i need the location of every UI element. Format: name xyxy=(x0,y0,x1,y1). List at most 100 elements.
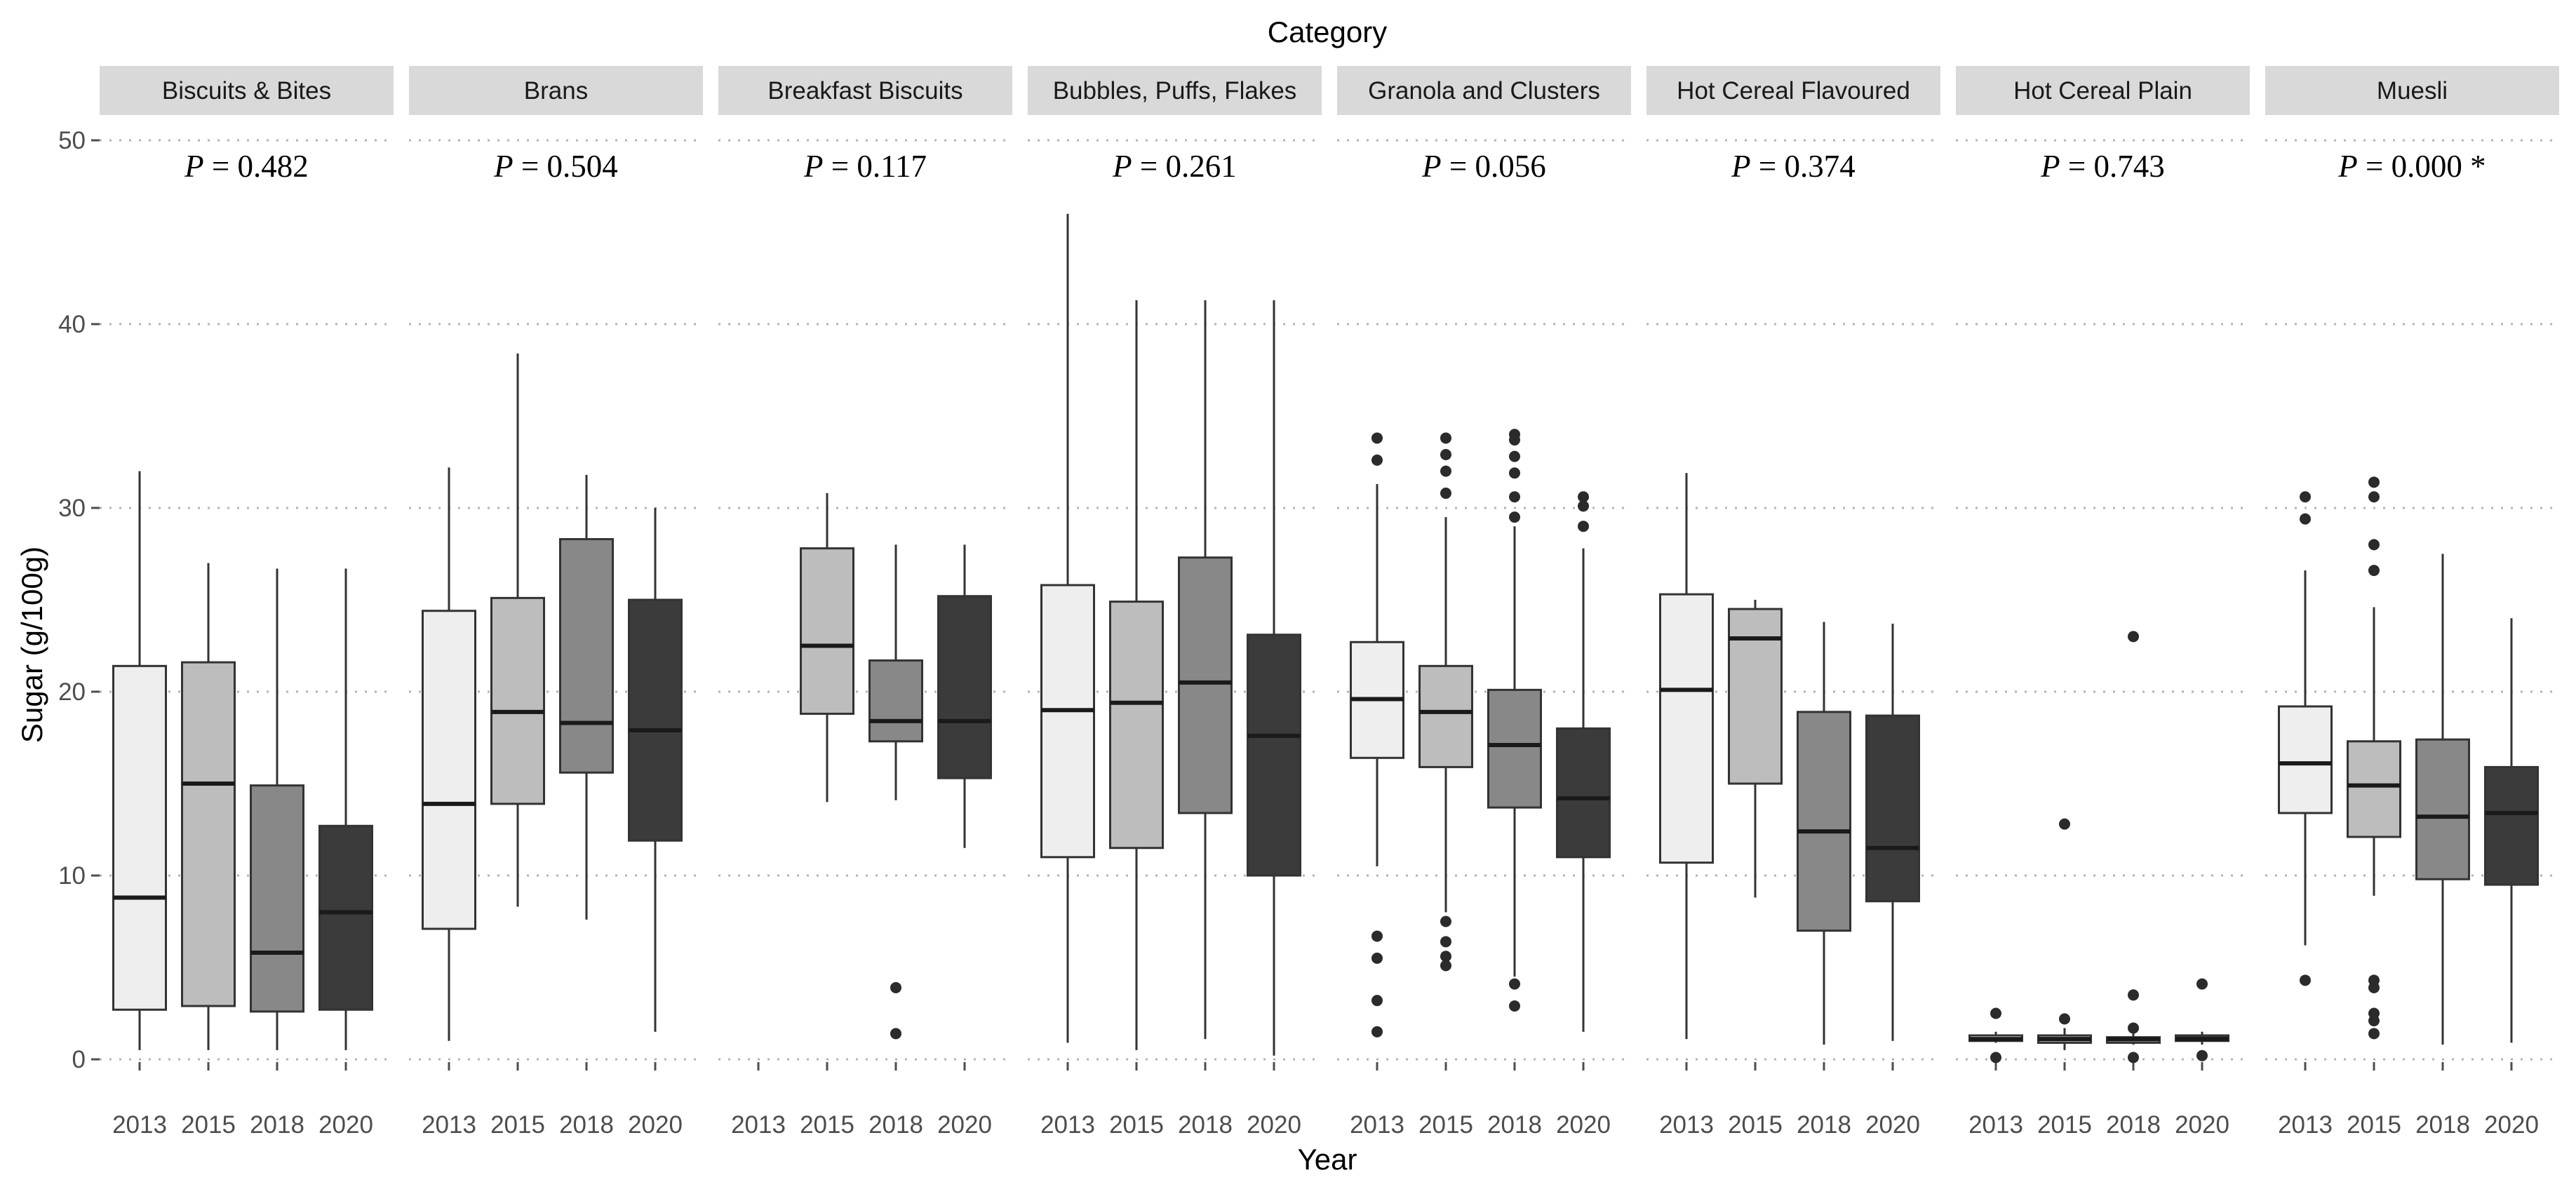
outlier-point xyxy=(1509,511,1520,523)
outlier-point xyxy=(1371,454,1383,466)
x-tick-label: 2020 xyxy=(2175,1111,2229,1139)
p-value-label: P = 0.261 xyxy=(1112,149,1237,184)
x-tick-label: 2015 xyxy=(2037,1111,2092,1139)
outlier-point xyxy=(1440,936,1451,948)
x-tick-label: 2013 xyxy=(1040,1111,1095,1139)
outlier-point xyxy=(2128,1052,2139,1064)
outlier-point xyxy=(2300,513,2311,525)
box-iqr xyxy=(2278,705,2333,814)
box-2018 xyxy=(868,544,923,1040)
x-tick-label: 2013 xyxy=(731,1111,786,1139)
x-tick-label: 2015 xyxy=(1418,1111,1473,1139)
y-axis-title: Sugar (g/100g) xyxy=(15,546,48,743)
box-2013 xyxy=(1350,432,1404,1038)
x-tick-label: 2013 xyxy=(2278,1111,2333,1139)
box-iqr xyxy=(1487,688,1542,809)
outlier-point xyxy=(1440,916,1451,927)
box-2020 xyxy=(628,508,683,1032)
outlier-point xyxy=(890,1028,901,1040)
x-tick-label: 2015 xyxy=(2347,1111,2401,1139)
facet-strip-label: Hot Cereal Plain xyxy=(2013,77,2192,105)
p-value-symbol: P xyxy=(2337,149,2358,184)
outlier-point xyxy=(1509,467,1520,479)
box-2018 xyxy=(1178,300,1233,1040)
box-2013 xyxy=(1968,1007,2023,1064)
box-2018 xyxy=(2106,631,2161,1064)
x-tick-label: 2013 xyxy=(1350,1111,1404,1139)
facet-panel: Biscuits & Bites P = 0.482 2013 2015 2018 202… xyxy=(100,66,394,1139)
box-iqr xyxy=(868,659,923,743)
outlier-point xyxy=(1990,1007,2001,1019)
box-iqr xyxy=(1109,601,1164,850)
x-tick-label: 2018 xyxy=(250,1111,304,1139)
p-value-symbol: P xyxy=(2040,149,2060,184)
p-value-number: = 0.482 xyxy=(204,149,309,184)
x-tick-label: 2015 xyxy=(800,1111,854,1139)
box-iqr xyxy=(2484,765,2539,886)
outlier-point xyxy=(1578,500,1589,512)
box-2020 xyxy=(318,568,373,1050)
p-value-symbol: P xyxy=(1421,149,1442,184)
outlier-point xyxy=(2128,1022,2139,1034)
box-iqr xyxy=(181,661,236,1007)
outlier-point xyxy=(1440,951,1451,963)
outlier-point xyxy=(1371,952,1383,964)
box-iqr xyxy=(1797,711,1851,932)
outlier-point xyxy=(2368,491,2380,503)
facet-panels: Biscuits & Bites P = 0.482 2013 2015 2018 202… xyxy=(100,66,2559,1139)
p-value-number: = 0.056 xyxy=(1442,149,1546,184)
facet-panel: Hot Cereal Flavoured P = 0.374 2013 2015 201… xyxy=(1646,66,1940,1139)
box-2013 xyxy=(112,471,167,1050)
box-2020 xyxy=(2484,618,2539,1043)
outlier-point xyxy=(2059,1013,2070,1025)
p-value-symbol: P xyxy=(493,149,514,184)
x-tick-label: 2013 xyxy=(422,1111,476,1139)
box-2020 xyxy=(2175,978,2229,1061)
box-2015 xyxy=(2037,818,2092,1050)
p-value-label: P = 0.374 xyxy=(1731,149,1856,184)
y-tick-label: 20 xyxy=(58,678,86,706)
facet-strip-label: Biscuits & Bites xyxy=(162,77,331,105)
box-2015 xyxy=(490,353,545,907)
box-iqr xyxy=(490,596,545,805)
outlier-point xyxy=(1509,434,1520,446)
facet-panel: Bubbles, Puffs, Flakes P = 0.261 2013 2015 2… xyxy=(1028,66,1322,1139)
x-tick-label: 2015 xyxy=(490,1111,545,1139)
x-tick-label: 2020 xyxy=(318,1111,373,1139)
box-iqr xyxy=(1865,714,1920,903)
box-2020 xyxy=(1247,300,1301,1056)
box-2015 xyxy=(1728,600,1783,898)
p-value-number: = 0.743 xyxy=(2060,149,2165,184)
box-iqr xyxy=(800,547,854,715)
facet-strip xyxy=(1337,66,1631,115)
facet-strip xyxy=(1028,66,1322,115)
x-tick-label: 2020 xyxy=(2484,1111,2539,1139)
outlier-point xyxy=(1440,465,1451,477)
p-value-symbol: P xyxy=(1112,149,1132,184)
outlier-point xyxy=(1371,930,1383,942)
x-tick-label: 2018 xyxy=(1487,1111,1542,1139)
outlier-point xyxy=(1578,521,1589,532)
outlier-point xyxy=(1371,1026,1383,1038)
facet-panel: Muesli P = 0.000 * 2013 2015 2018 2020 xyxy=(2265,66,2559,1139)
p-value-number: = 0.117 xyxy=(824,149,927,184)
x-tick-label: 2018 xyxy=(2106,1111,2161,1139)
x-tick-label: 2020 xyxy=(1865,1111,1920,1139)
outlier-point xyxy=(1440,449,1451,461)
outlier-point xyxy=(2368,1028,2380,1040)
box-2018 xyxy=(250,568,304,1050)
p-value-symbol: P xyxy=(803,149,824,184)
y-tick-label: 40 xyxy=(58,311,86,338)
x-axis-title: Year xyxy=(1298,1143,1357,1176)
box-iqr xyxy=(1728,608,1783,785)
box-iqr xyxy=(1247,633,1301,877)
outlier-point xyxy=(2368,539,2380,551)
outlier-point xyxy=(2368,981,2380,993)
p-value-number: = 0.000 * xyxy=(2358,149,2486,184)
outlier-point xyxy=(2300,491,2311,503)
y-axis: 0 10 20 30 40 50 xyxy=(58,127,100,1073)
outlier-point xyxy=(2368,565,2380,577)
facet-strip-label: Brans xyxy=(524,77,588,105)
box-2013 xyxy=(2278,491,2333,986)
facet-panel: Hot Cereal Plain P = 0.743 2013 2015 2018 202… xyxy=(1956,66,2250,1139)
